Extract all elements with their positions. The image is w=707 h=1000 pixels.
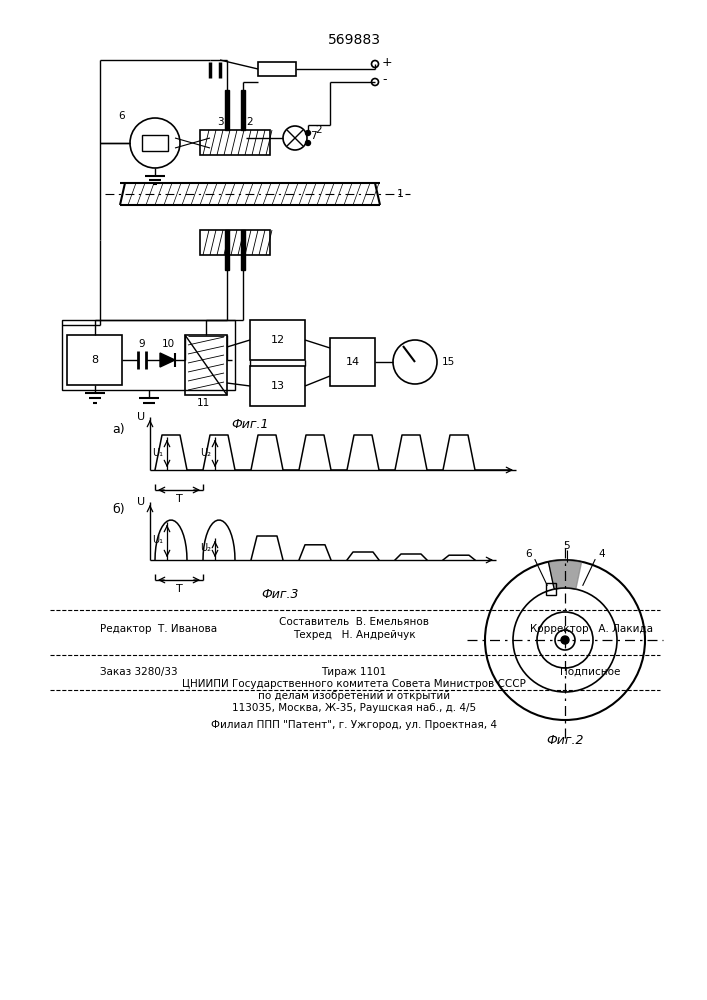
- Text: Фиг.1: Фиг.1: [231, 418, 269, 432]
- Bar: [142, 135, 168, 151]
- Text: Филиал ППП "Патент", г. Ужгород, ул. Проектная, 4: Филиал ППП "Патент", г. Ужгород, ул. Про…: [211, 720, 497, 730]
- Polygon shape: [549, 560, 582, 589]
- Text: U: U: [137, 497, 145, 507]
- Bar: [200, 230, 270, 255]
- Text: 2: 2: [315, 125, 322, 135]
- Bar: [62, 320, 235, 390]
- Bar: [547, 583, 556, 595]
- Text: -: -: [382, 74, 387, 87]
- Bar: [250, 320, 305, 360]
- Text: Составитель  В. Емельянов: Составитель В. Емельянов: [279, 617, 429, 627]
- Text: Подписное: Подписное: [560, 667, 620, 677]
- Text: Заказ 3280/33: Заказ 3280/33: [100, 667, 177, 677]
- Text: U₂: U₂: [200, 543, 211, 553]
- Text: 10: 10: [161, 339, 175, 349]
- Text: по делам изобретений и открытий: по делам изобретений и открытий: [258, 691, 450, 701]
- Text: 3: 3: [217, 117, 224, 127]
- Text: 8: 8: [91, 355, 98, 365]
- Text: U: U: [137, 412, 145, 422]
- Text: 13: 13: [271, 381, 284, 391]
- Polygon shape: [241, 230, 245, 270]
- Bar: [258, 62, 296, 76]
- Text: 12: 12: [271, 335, 284, 345]
- Polygon shape: [225, 230, 229, 270]
- Bar: [250, 366, 305, 406]
- Text: U₂: U₂: [200, 448, 211, 458]
- Text: 569883: 569883: [327, 33, 380, 47]
- Circle shape: [561, 636, 569, 644]
- Bar: [330, 338, 375, 386]
- Text: а): а): [112, 424, 125, 436]
- Text: 9: 9: [139, 339, 146, 349]
- Text: 113035, Москва, Ж-35, Раушская наб., д. 4/5: 113035, Москва, Ж-35, Раушская наб., д. …: [232, 703, 476, 713]
- Polygon shape: [241, 90, 245, 130]
- Text: б): б): [112, 504, 125, 516]
- Text: ЦНИИПИ Государственного комитета Совета Министров СССР: ЦНИИПИ Государственного комитета Совета …: [182, 679, 526, 689]
- Text: U₁: U₁: [152, 535, 163, 545]
- Polygon shape: [160, 353, 175, 367]
- Text: 15: 15: [442, 357, 455, 367]
- Text: T: T: [175, 494, 182, 504]
- Text: Редактор  Т. Иванова: Редактор Т. Иванова: [100, 624, 217, 634]
- Bar: [67, 335, 122, 385]
- Circle shape: [305, 130, 310, 135]
- Polygon shape: [225, 90, 229, 130]
- Text: Тираж 1101: Тираж 1101: [322, 667, 387, 677]
- Text: Фиг.2: Фиг.2: [547, 734, 584, 746]
- Text: Фиг.3: Фиг.3: [262, 588, 299, 601]
- Text: 6: 6: [118, 111, 125, 121]
- Text: +: +: [382, 55, 392, 68]
- Text: 7: 7: [310, 131, 317, 141]
- Text: 5: 5: [563, 541, 571, 551]
- Text: Корректор   А. Лакида: Корректор А. Лакида: [530, 624, 653, 634]
- Text: 11: 11: [197, 398, 209, 408]
- Text: 14: 14: [346, 357, 360, 367]
- Bar: [185, 335, 227, 395]
- Text: 1: 1: [397, 189, 404, 199]
- Bar: [200, 130, 270, 155]
- Text: Техред   Н. Андрейчук: Техред Н. Андрейчук: [293, 630, 415, 640]
- Text: 4: 4: [598, 549, 604, 559]
- Text: 2: 2: [246, 117, 252, 127]
- Text: U₁: U₁: [152, 448, 163, 458]
- Circle shape: [305, 140, 310, 145]
- Text: 6: 6: [525, 549, 532, 559]
- Text: T: T: [175, 584, 182, 594]
